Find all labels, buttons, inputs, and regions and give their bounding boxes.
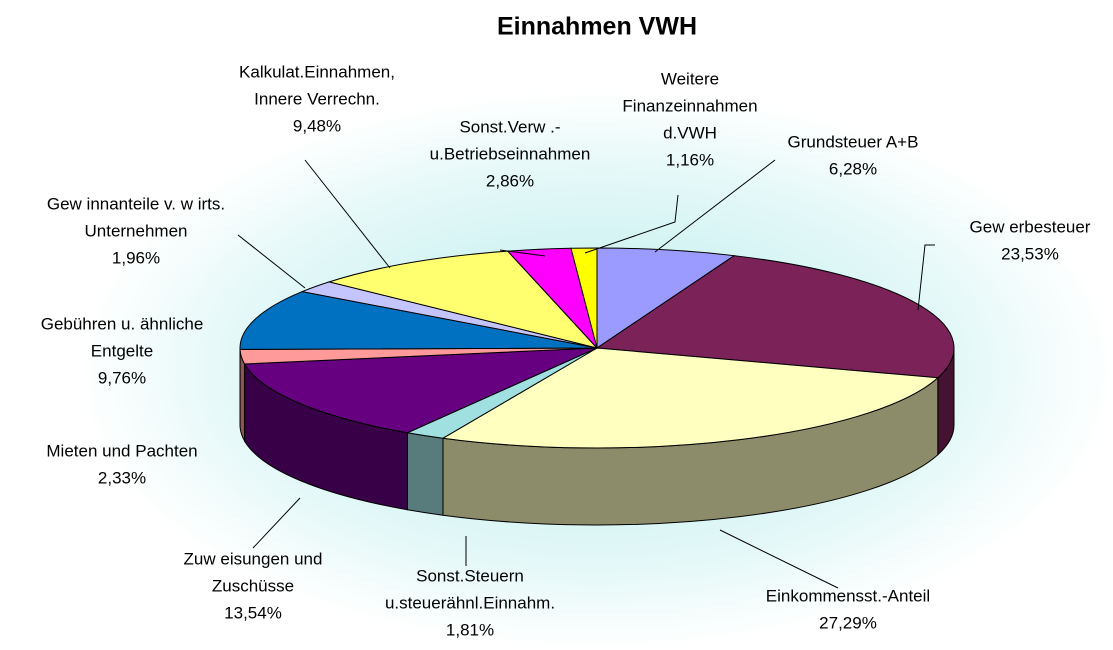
slice-label: Sonst.Verw .- <box>459 117 560 136</box>
slice-label: Finanzeinnahmen <box>622 96 757 115</box>
slice-label: Kalkulat.Einnahmen, <box>239 62 395 81</box>
slice <box>570 247 598 349</box>
leader-line <box>719 529 839 589</box>
slice-side <box>406 432 444 516</box>
slice-label: Einkommensst.-Anteil <box>766 586 930 605</box>
slice-label: Zuw eisungen und <box>184 549 323 568</box>
slice-label: Entgelte <box>91 341 153 360</box>
value-label: 1,81% <box>446 620 494 639</box>
slice-label: Weitere <box>661 69 719 88</box>
leader-line <box>237 234 306 289</box>
value-label: 2,86% <box>486 171 534 190</box>
slice-label: Grundsteuer A+B <box>788 132 919 151</box>
leader-line <box>654 159 776 253</box>
value-label: 2,33% <box>98 468 146 487</box>
chart-title: Einnahmen VWH <box>497 13 697 41</box>
leader-line <box>304 159 391 269</box>
slice-label: Zuschüsse <box>212 576 294 595</box>
slice-label: Unternehmen <box>84 221 187 240</box>
value-label: 6,28% <box>829 159 877 178</box>
slice <box>595 255 955 379</box>
slice-label: Innere Verrechn. <box>254 89 380 108</box>
leader-line <box>584 194 679 254</box>
leader-line <box>252 497 301 549</box>
slice <box>239 291 598 350</box>
value-label: 9,48% <box>293 116 341 135</box>
slice-label: Gew erbesteuer <box>970 217 1091 236</box>
value-label: 13,54% <box>224 603 282 622</box>
value-label: 1,96% <box>112 248 160 267</box>
leader-line <box>917 244 935 311</box>
value-label: 23,53% <box>1001 244 1059 263</box>
slice <box>441 347 940 449</box>
value-label: 9,76% <box>98 368 146 387</box>
slice-label: Sonst.Steuern <box>416 566 524 585</box>
slice-label: u.Betriebseinnahmen <box>430 144 591 163</box>
value-label: 27,29% <box>819 613 877 632</box>
slice-label: Gebühren u. ähnliche <box>41 314 204 333</box>
slice-label: d.VWH <box>663 123 717 142</box>
value-label: 1,16% <box>666 150 714 169</box>
slice-label: Gew innanteile v. w irts. <box>47 194 225 213</box>
slice-label: u.steuerähnl.Einnahm. <box>385 593 555 612</box>
slice-label: Mieten und Pachten <box>46 441 197 460</box>
slice <box>243 347 598 434</box>
leader-line <box>499 249 546 257</box>
